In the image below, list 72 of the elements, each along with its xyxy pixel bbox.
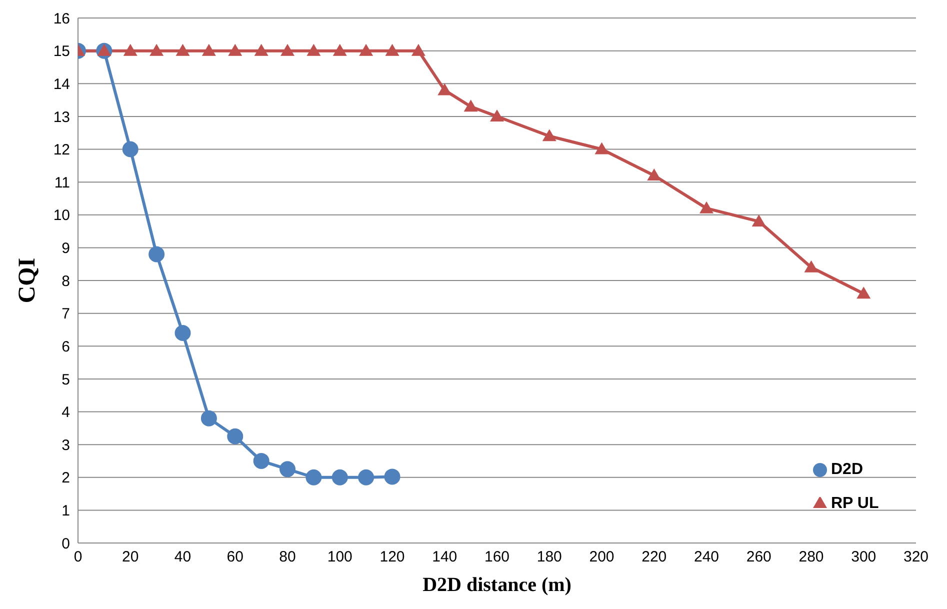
legend-label: RP UL [831,495,879,512]
x-tick-label: 100 [327,548,352,566]
y-tick-label: 14 [53,76,70,93]
y-tick-label: 2 [62,470,70,487]
x-tick-label: 160 [484,548,510,566]
point [647,168,662,180]
x-tick-label: 220 [642,548,667,566]
y-tick-label: 5 [62,371,70,388]
y-tick-label: 10 [53,207,70,224]
y-axis-title: CQI [14,258,41,304]
x-tick-label: 20 [122,548,139,566]
x-tick-label: 80 [279,548,296,566]
x-tick-label: 320 [903,548,929,566]
legend-label: D2D [831,461,864,478]
point [804,260,818,272]
x-tick-label: 240 [694,548,720,566]
point [332,469,348,486]
y-tick-label: 3 [62,436,70,454]
y-tick-label: 7 [62,306,70,323]
point [176,44,190,56]
x-tick-label: 200 [589,548,614,566]
x-tick-label: 0 [74,548,82,566]
point [384,468,400,485]
point [253,452,270,469]
point [332,44,347,56]
point [254,44,268,56]
x-tick-label: 280 [798,548,824,566]
point [200,410,217,426]
y-tick-label: 9 [62,240,70,258]
point [202,44,216,56]
point [700,201,714,214]
y-tick-label: 1 [62,502,70,520]
y-tick-label: 0 [62,535,70,552]
x-tick-label: 140 [432,548,458,566]
point [227,428,244,444]
point [280,44,294,56]
x-tick-label: 120 [380,548,405,566]
x-tick-label: 180 [536,548,562,566]
point [97,44,112,56]
point [123,44,138,56]
point [490,109,504,122]
x-tick-label: 260 [746,548,772,566]
point [385,44,400,56]
y-tick-label: 16 [53,10,70,28]
point [122,141,138,158]
point [411,44,426,56]
y-tick-label: 15 [53,43,70,60]
y-tick-label: 11 [54,174,70,192]
x-tick-label: 40 [174,548,192,566]
point [464,100,478,112]
x-tick-label: 60 [226,548,244,566]
x-axis-title: D2D distance (m) [422,574,572,596]
point [148,246,165,262]
point [306,469,322,486]
point [358,469,374,486]
point [150,44,164,56]
point [306,44,321,56]
point [280,461,296,478]
point [228,44,242,56]
point [359,44,374,56]
y-tick-label: 6 [62,338,70,356]
x-tick-label: 300 [851,548,876,566]
y-tick-label: 8 [62,272,70,290]
y-tick-label: 12 [53,142,70,159]
point [542,129,556,142]
point [594,142,609,154]
y-tick-label: 13 [53,108,70,126]
point [856,286,871,299]
point [752,214,766,226]
point [438,83,452,96]
point [174,325,191,341]
y-tick-label: 4 [62,404,70,422]
